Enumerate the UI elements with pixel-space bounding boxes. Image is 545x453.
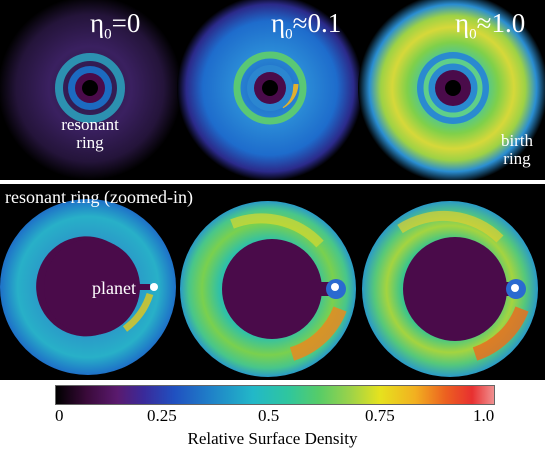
colorbar-tick-05: 0.5 <box>258 406 280 425</box>
colorbar-label: Relative Surface Density <box>187 429 358 448</box>
eta-label-3: η0≈1.0 <box>455 8 526 43</box>
colorbar-tick-075: 0.75 <box>365 406 395 425</box>
planet-marker-3 <box>511 284 519 292</box>
separator <box>0 180 545 184</box>
resonant-ring-eta0 <box>55 53 125 123</box>
top-row-panel: η0=0 η0≈0.1 η0≈1.0 resonant ring birth r… <box>0 0 545 180</box>
planet-label: planet <box>92 278 136 298</box>
bottom-row-disks <box>0 199 538 377</box>
colorbar-tick-10: 1.0 <box>473 406 495 425</box>
birth-ring-label: birth ring <box>500 131 534 168</box>
planet-marker-2 <box>331 283 339 291</box>
colorbar-tick-0: 0 <box>55 406 64 425</box>
colorbar-tick-025: 0.25 <box>147 406 177 425</box>
resonant-ring-label: resonant ring <box>61 115 119 152</box>
colorbar <box>55 385 495 405</box>
top-row-disks <box>0 0 545 180</box>
bottom-row-panel: resonant ring (zoomed-in) planet <box>0 184 545 380</box>
eta-label-1: η0=0 <box>90 8 141 43</box>
planet-marker <box>150 283 158 291</box>
eta-label-2: η0≈0.1 <box>271 8 342 43</box>
zoomed-title: resonant ring (zoomed-in) <box>5 187 193 207</box>
